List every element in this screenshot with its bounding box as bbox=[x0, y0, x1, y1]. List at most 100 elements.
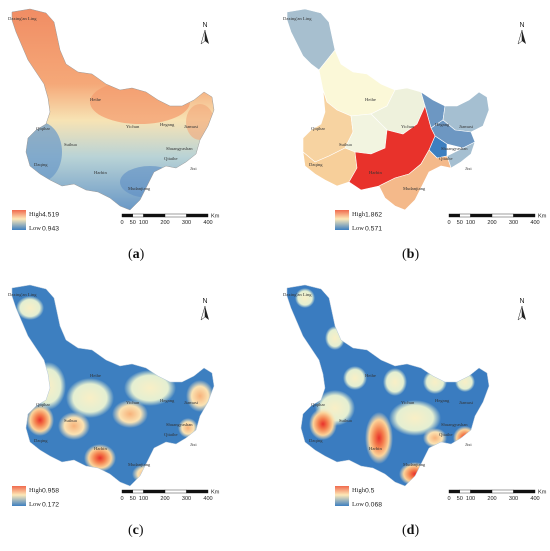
city-labels-c: Daxing'an Ling Heihe Qiqihar Yichun Hegang Ji… bbox=[8, 292, 199, 467]
city-label-qiqihar: Qiqihar bbox=[311, 126, 326, 131]
scale-segment bbox=[186, 213, 209, 218]
scale-segment bbox=[448, 489, 460, 494]
city-label-mudanjiang: Mudanjiang bbox=[128, 462, 151, 467]
legend-high-value: 1.862 bbox=[365, 212, 382, 219]
city-label-shuangyashan: Shuangyashan bbox=[441, 146, 468, 151]
scale-tick-label: 400 bbox=[203, 220, 212, 226]
city-label-yichun: Yichun bbox=[401, 400, 415, 405]
city-label-harbin: Harbin bbox=[94, 170, 107, 175]
legend-low-value: 0.068 bbox=[365, 502, 382, 509]
legend-a: High 4.519 Low 0.943 bbox=[12, 210, 59, 233]
scale-tick-label: 300 bbox=[182, 496, 191, 502]
scale-segment bbox=[121, 213, 133, 218]
legend-low-label: Low bbox=[352, 501, 364, 508]
legend-low-label: Low bbox=[29, 501, 41, 508]
scale-segment bbox=[513, 213, 536, 218]
scale-segment bbox=[121, 489, 133, 494]
scale-tick-label: 300 bbox=[182, 220, 191, 226]
city-label-qitaihe: Qitaihe bbox=[164, 156, 178, 161]
caption-a: (a) bbox=[128, 247, 145, 262]
caption-b: (b) bbox=[402, 247, 420, 262]
legend-high-label: High bbox=[352, 487, 366, 494]
city-label-daqing: Daqing bbox=[309, 162, 323, 167]
city-label-qitaihe: Qitaihe bbox=[439, 432, 453, 437]
map-d-svg: Daxing'an Ling Heihe Qiqihar Yichun Hegang Ji… bbox=[283, 284, 547, 509]
city-label-shuangyashan: Shuangyashan bbox=[166, 422, 193, 427]
city-label-yichun: Yichun bbox=[126, 124, 140, 129]
city-label-harbin: Harbin bbox=[369, 446, 382, 451]
city-label-qiqihar: Qiqihar bbox=[36, 126, 51, 131]
scale-segment bbox=[470, 489, 493, 494]
map-c-svg: Daxing'an Ling Heihe Qiqihar Yichun Hegang Ji… bbox=[8, 284, 220, 509]
scale-tick-label: 200 bbox=[160, 220, 169, 226]
north-label: N bbox=[203, 298, 208, 305]
north-label: N bbox=[520, 22, 525, 29]
scale-tick-label: 100 bbox=[139, 220, 148, 226]
north-arrow-d: N bbox=[517, 298, 526, 321]
legend-ramp bbox=[12, 486, 26, 506]
city-label-suihua: Suihua bbox=[64, 418, 77, 423]
city-label-harbin: Harbin bbox=[94, 446, 107, 451]
legend-low-value: 0.571 bbox=[365, 226, 382, 233]
map-a-svg: Daxing'an Ling Heihe Qiqihar Yichun Hegang Ji… bbox=[8, 8, 220, 233]
city-label-heihe: Heihe bbox=[90, 97, 101, 102]
scale-segment bbox=[143, 213, 166, 218]
city-label-suihua: Suihua bbox=[339, 142, 352, 147]
scale-segment bbox=[132, 489, 144, 494]
city-label-daxinganling: Daxing'an Ling bbox=[283, 16, 312, 21]
city-label-suihua: Suihua bbox=[64, 142, 77, 147]
city-label-heihe: Heihe bbox=[365, 373, 376, 378]
north-label: N bbox=[203, 22, 208, 29]
city-label-heihe: Heihe bbox=[90, 373, 101, 378]
scale-unit: Km bbox=[538, 490, 547, 496]
scale-segment bbox=[448, 213, 460, 218]
scale-segment bbox=[491, 489, 514, 494]
legend-high-value: 4.519 bbox=[42, 212, 59, 219]
city-label-jiamusi: Jiamusi bbox=[184, 400, 199, 405]
scale-tick-label: 100 bbox=[466, 220, 475, 226]
legend-low-value: 0.943 bbox=[42, 226, 59, 233]
city-label-daqing: Daqing bbox=[309, 438, 323, 443]
city-label-daxinganling: Daxing'an Ling bbox=[283, 292, 312, 297]
scale-tick-label: 100 bbox=[139, 496, 148, 502]
map-panel-b: Daxing'an Ling Heihe Qiqihar Yichun Hegang Ji… bbox=[275, 0, 550, 275]
city-label-mudanjiang: Mudanjiang bbox=[403, 462, 426, 467]
north-arrow-c: N bbox=[200, 298, 209, 321]
legend-c: High 0.958 Low 0.172 bbox=[12, 486, 59, 509]
scale-segment bbox=[491, 213, 514, 218]
city-label-jiamusi: Jiamusi bbox=[184, 124, 199, 129]
legend-high-value: 0.958 bbox=[42, 488, 59, 495]
scale-segment bbox=[132, 213, 144, 218]
legend-high-label: High bbox=[29, 211, 43, 218]
scale-unit: Km bbox=[538, 214, 547, 220]
city-label-jixi: Jixi bbox=[465, 442, 472, 447]
city-label-hegang: Hegang bbox=[435, 398, 450, 403]
city-label-yichun: Yichun bbox=[401, 124, 415, 129]
city-label-heihe: Heihe bbox=[365, 97, 376, 102]
scale-tick-label: 200 bbox=[487, 220, 496, 226]
scale-tick-label: 400 bbox=[203, 496, 212, 502]
legend-ramp bbox=[335, 210, 349, 230]
north-label: N bbox=[520, 298, 525, 305]
city-label-hegang: Hegang bbox=[160, 398, 175, 403]
scale-tick-label: 300 bbox=[509, 496, 518, 502]
scale-segment bbox=[459, 489, 471, 494]
legend-ramp bbox=[12, 210, 26, 230]
city-label-qitaihe: Qitaihe bbox=[164, 432, 178, 437]
scale-tick-label: 100 bbox=[466, 496, 475, 502]
city-label-daxinganling: Daxing'an Ling bbox=[8, 292, 37, 297]
legend-b: High 1.862 Low 0.571 bbox=[335, 210, 382, 233]
scale-tick-label: 0 bbox=[120, 220, 123, 226]
city-label-hegang: Hegang bbox=[435, 122, 450, 127]
caption-c: (c) bbox=[128, 523, 144, 538]
scale-tick-label: 400 bbox=[530, 220, 539, 226]
city-labels-a: Daxing'an Ling Heihe Qiqihar Yichun Hegang Ji… bbox=[8, 16, 199, 191]
legend-high-value: 0.5 bbox=[365, 488, 375, 495]
city-labels-d: Daxing'an Ling Heihe Qiqihar Yichun Hegang Ji… bbox=[283, 292, 474, 467]
scale-tick-label: 0 bbox=[447, 496, 450, 502]
legend-ramp bbox=[335, 486, 349, 506]
scale-segment bbox=[164, 213, 187, 218]
